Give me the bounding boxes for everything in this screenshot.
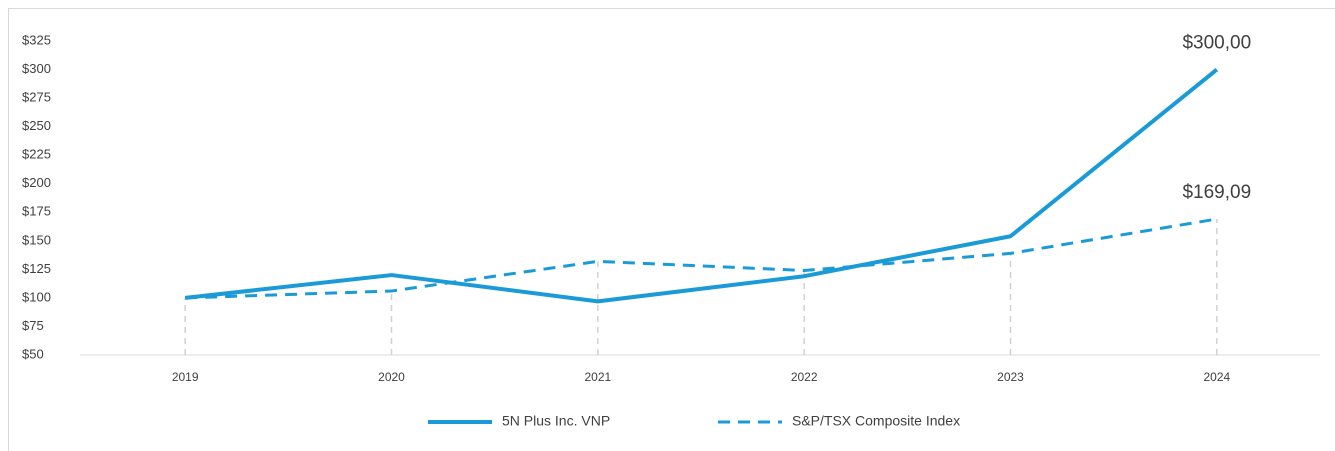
y-tick-label: $300: [22, 61, 51, 76]
y-tick-label: $325: [22, 32, 51, 47]
y-tick-label: $50: [22, 346, 44, 361]
chart-frame: [8, 8, 1335, 451]
x-tick-label: 2024: [1203, 370, 1230, 384]
y-tick-label: $150: [22, 232, 51, 247]
y-tick-label: $275: [22, 90, 51, 105]
series-line: [185, 217, 1218, 300]
x-tick-label: 2023: [997, 370, 1024, 384]
x-tick-label: 2019: [172, 370, 199, 384]
x-tick-label: 2020: [378, 370, 405, 384]
y-tick-label: $250: [22, 118, 51, 133]
y-tick-label: $75: [22, 318, 44, 333]
y-tick-label: $125: [22, 261, 51, 276]
x-tick-label: 2021: [584, 370, 611, 384]
legend-label: S&P/TSX Composite Index: [792, 413, 960, 429]
y-tick-label: $175: [22, 204, 51, 219]
value-label: $300,00: [1182, 33, 1251, 54]
x-tick-label: 2022: [791, 370, 818, 384]
legend-label: 5N Plus Inc. VNP: [502, 413, 610, 429]
series-line: [184, 67, 1219, 304]
y-tick-label: $200: [22, 175, 51, 190]
value-label: $169,09: [1182, 182, 1251, 203]
y-tick-label: $100: [22, 289, 51, 304]
y-tick-label: $225: [22, 147, 51, 162]
